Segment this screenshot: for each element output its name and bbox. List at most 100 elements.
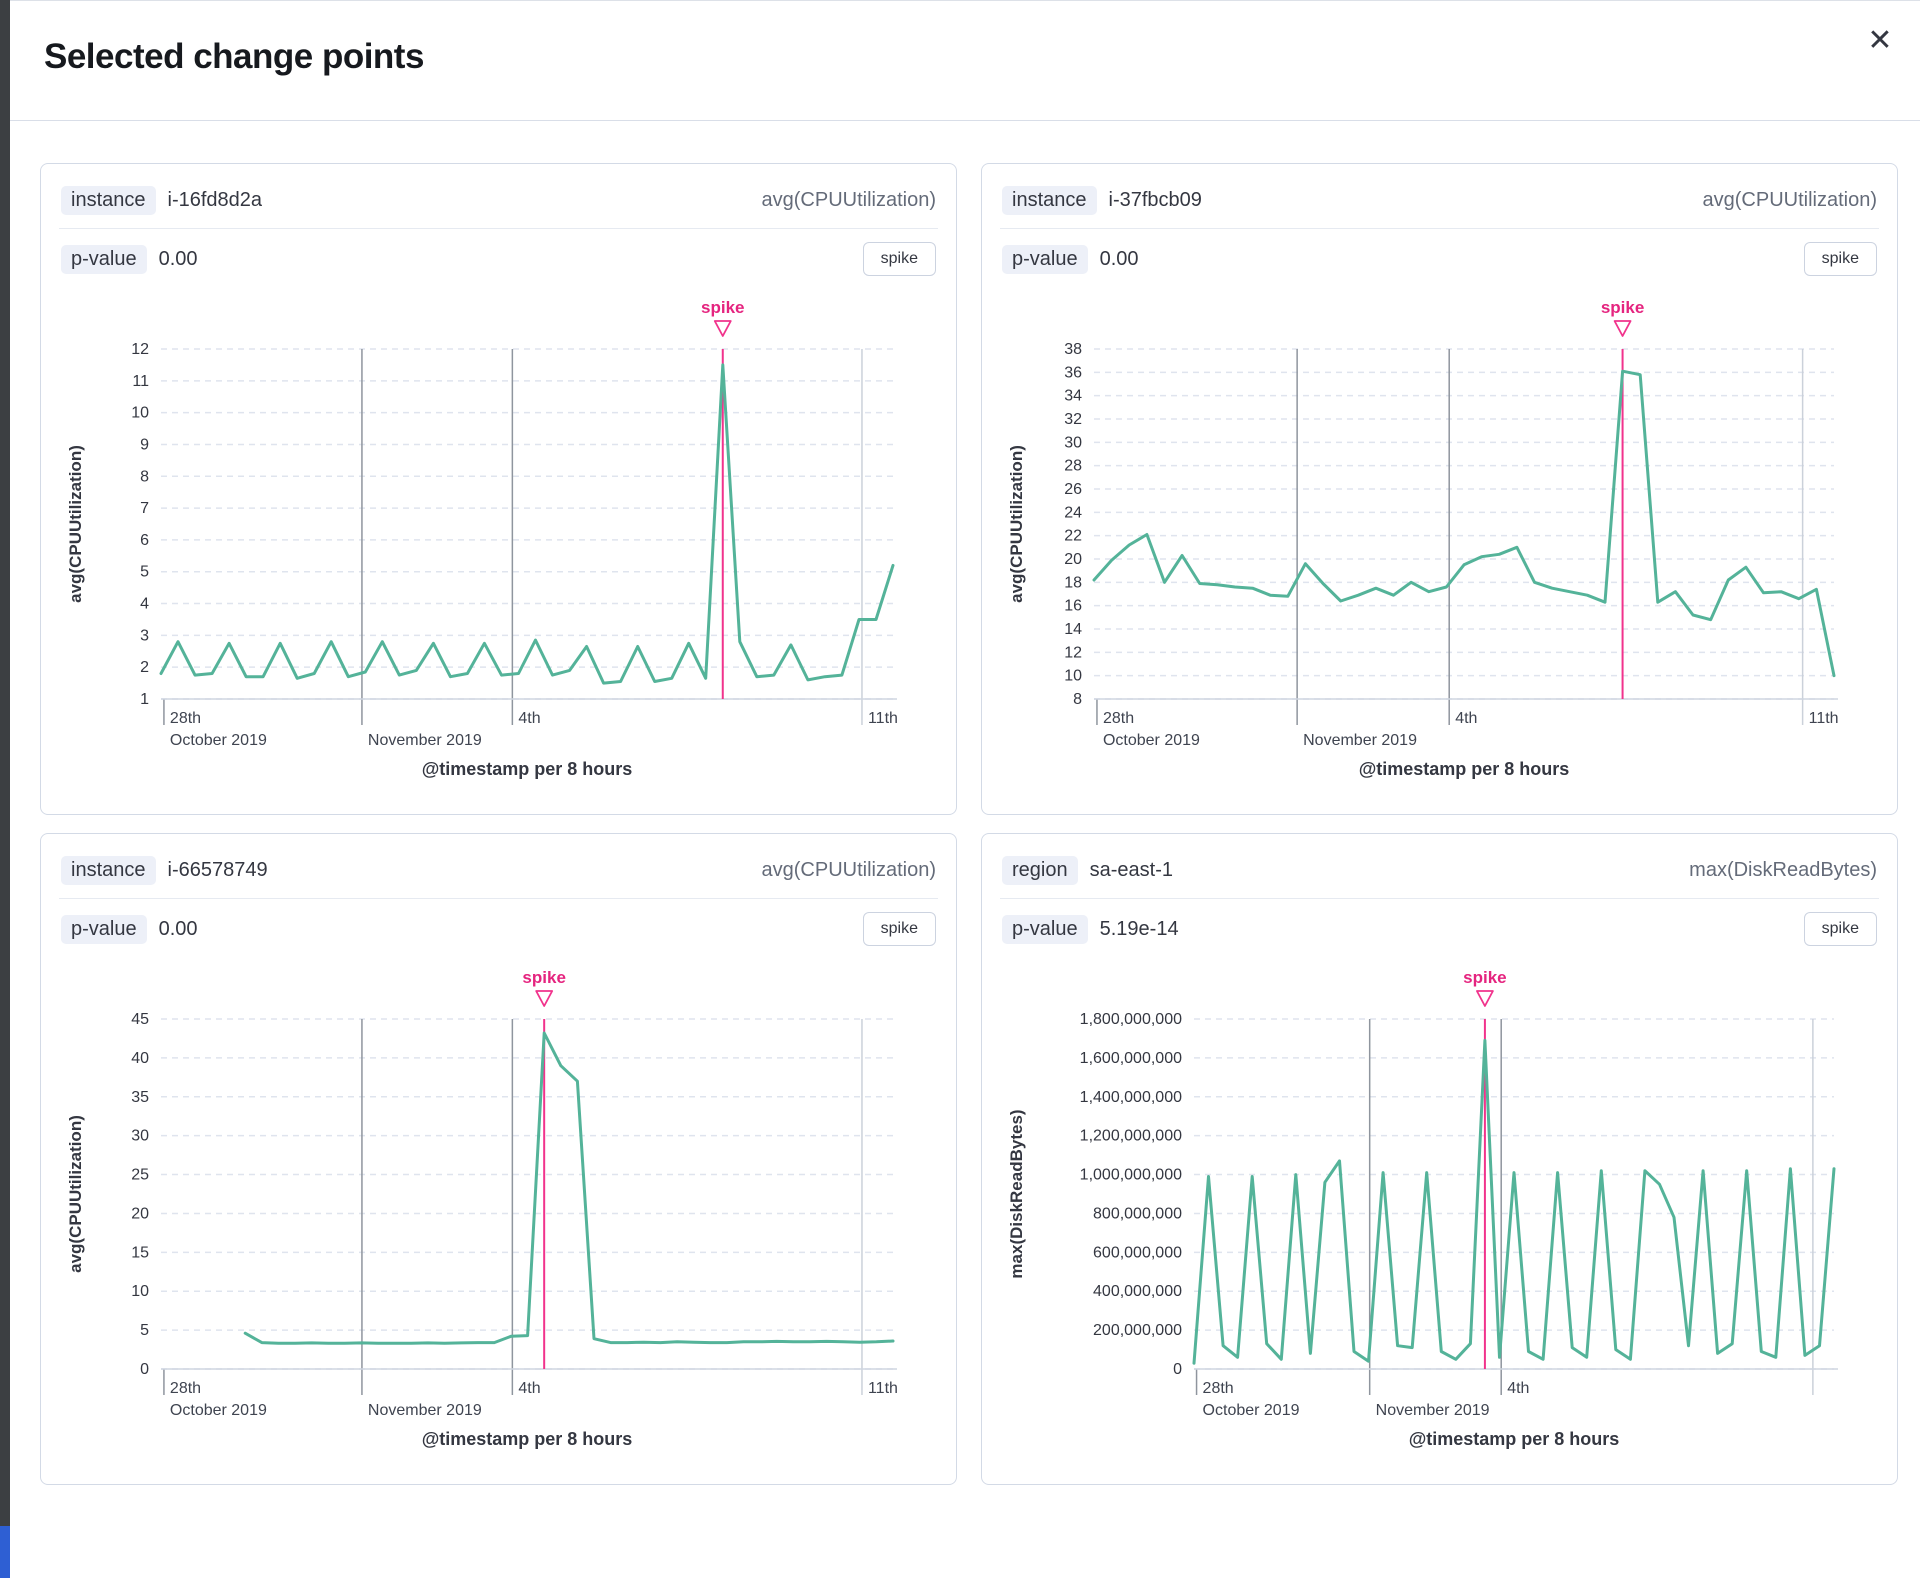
svg-text:25: 25 (131, 1167, 149, 1184)
svg-text:28th: 28th (170, 1380, 201, 1397)
p-value-badge: p-value (61, 244, 147, 274)
p-value: 0.00 (158, 917, 198, 940)
svg-text:1,600,000,000: 1,600,000,000 (1080, 1050, 1182, 1067)
svg-text:200,000,000: 200,000,000 (1093, 1322, 1182, 1339)
change-point-panel: instance i-16fd8d2a avg(CPUUtilization) … (40, 163, 957, 815)
metric-label: avg(CPUUtilization) (1702, 188, 1878, 211)
svg-text:28th: 28th (170, 710, 201, 727)
svg-text:7: 7 (140, 500, 149, 517)
svg-text:8: 8 (140, 468, 149, 485)
svg-text:@timestamp per 8 hours: @timestamp per 8 hours (422, 1429, 633, 1449)
svg-text:600,000,000: 600,000,000 (1093, 1244, 1182, 1261)
chart: 0 5 10 15 20 25 30 35 40 45 28th October 2019 Novemb… (61, 963, 936, 1455)
chart-svg: 0 200,000,000 400,000,000 600,000,000 800,00… (1007, 968, 1838, 1449)
field-name-badge: instance (1002, 185, 1097, 215)
svg-text:11th: 11th (868, 1380, 898, 1397)
svg-text:spike: spike (701, 298, 744, 317)
svg-text:5: 5 (140, 564, 149, 581)
svg-text:4th: 4th (518, 1380, 540, 1397)
p-value-badge: p-value (1002, 914, 1088, 944)
svg-text:28: 28 (1064, 458, 1082, 475)
svg-text:36: 36 (1064, 364, 1082, 381)
svg-text:32: 32 (1064, 411, 1082, 428)
svg-text:October 2019: October 2019 (1103, 732, 1200, 749)
svg-text:October 2019: October 2019 (170, 1402, 267, 1419)
svg-text:2: 2 (140, 659, 149, 676)
svg-text:4th: 4th (1507, 1380, 1529, 1397)
divider (1000, 898, 1879, 899)
svg-text:11th: 11th (868, 710, 898, 727)
divider (59, 228, 938, 229)
svg-text:8: 8 (1073, 691, 1082, 708)
svg-text:1,000,000,000: 1,000,000,000 (1080, 1167, 1182, 1184)
svg-text:4: 4 (140, 596, 149, 613)
svg-text:12: 12 (131, 341, 149, 358)
svg-text:18: 18 (1064, 574, 1082, 591)
svg-text:20: 20 (131, 1205, 149, 1222)
field-name-badge: instance (61, 185, 156, 215)
svg-text:@timestamp per 8 hours: @timestamp per 8 hours (1409, 1429, 1620, 1449)
svg-text:0: 0 (140, 1361, 149, 1378)
chart-svg: 0 5 10 15 20 25 30 35 40 45 28th October 2019 Novemb… (66, 968, 898, 1449)
field-value: i-37fbcb09 (1108, 188, 1202, 211)
svg-text:November 2019: November 2019 (368, 1402, 482, 1419)
svg-text:October 2019: October 2019 (1203, 1402, 1300, 1419)
panels-grid: instance i-16fd8d2a avg(CPUUtilization) … (10, 121, 1920, 1485)
chart-svg: 8 10 12 14 16 18 20 22 24 26 28 30 32 34 36 38 28th Octob… (1007, 298, 1839, 779)
svg-text:November 2019: November 2019 (368, 732, 482, 749)
svg-text:1,200,000,000: 1,200,000,000 (1080, 1128, 1182, 1145)
svg-text:@timestamp per 8 hours: @timestamp per 8 hours (1359, 759, 1570, 779)
change-type-button[interactable]: spike (862, 242, 936, 276)
svg-text:10: 10 (131, 405, 149, 422)
svg-text:40: 40 (131, 1050, 149, 1067)
svg-text:28th: 28th (1203, 1380, 1234, 1397)
svg-text:35: 35 (131, 1089, 149, 1106)
change-type-button[interactable]: spike (1803, 242, 1877, 276)
field-value: i-66578749 (167, 858, 268, 881)
svg-text:November 2019: November 2019 (1303, 732, 1417, 749)
svg-text:30: 30 (131, 1128, 149, 1145)
svg-text:15: 15 (131, 1244, 149, 1261)
p-value-badge: p-value (61, 914, 147, 944)
p-value: 0.00 (1099, 247, 1139, 270)
change-point-panel: instance i-66578749 avg(CPUUtilization) … (40, 833, 957, 1485)
svg-text:@timestamp per 8 hours: @timestamp per 8 hours (422, 759, 633, 779)
svg-text:October 2019: October 2019 (170, 732, 267, 749)
metric-label: avg(CPUUtilization) (761, 188, 937, 211)
svg-text:1,400,000,000: 1,400,000,000 (1080, 1089, 1182, 1106)
svg-text:10: 10 (131, 1283, 149, 1300)
p-value-badge: p-value (1002, 244, 1088, 274)
svg-text:12: 12 (1064, 644, 1082, 661)
chart: 1 2 3 4 5 6 7 8 9 10 11 12 28th October 2019 November … (61, 293, 936, 785)
metric-label: max(DiskReadBytes) (1689, 858, 1877, 881)
svg-text:24: 24 (1064, 504, 1082, 521)
modal-header: Selected change points ✕ (10, 1, 1920, 121)
svg-text:spike: spike (1601, 298, 1644, 317)
close-icon[interactable]: ✕ (1862, 23, 1898, 59)
change-type-button[interactable]: spike (1803, 912, 1877, 946)
svg-text:11th: 11th (1809, 710, 1839, 727)
change-type-button[interactable]: spike (862, 912, 936, 946)
divider (59, 898, 938, 899)
svg-text:spike: spike (522, 968, 565, 987)
svg-text:max(DiskReadBytes): max(DiskReadBytes) (1007, 1109, 1026, 1278)
background-page-strip (0, 0, 10, 1578)
change-point-panel: region sa-east-1 max(DiskReadBytes) p-va… (981, 833, 1898, 1485)
svg-text:November 2019: November 2019 (1376, 1402, 1490, 1419)
change-point-panel: instance i-37fbcb09 avg(CPUUtilization) … (981, 163, 1898, 815)
svg-text:avg(CPUUtilization): avg(CPUUtilization) (1007, 445, 1026, 603)
svg-text:3: 3 (140, 627, 149, 644)
svg-text:28th: 28th (1103, 710, 1134, 727)
p-value: 0.00 (158, 247, 198, 270)
svg-text:16: 16 (1064, 598, 1082, 615)
svg-text:spike: spike (1463, 968, 1506, 987)
field-value: sa-east-1 (1089, 858, 1173, 881)
svg-text:400,000,000: 400,000,000 (1093, 1283, 1182, 1300)
svg-text:14: 14 (1064, 621, 1082, 638)
svg-text:20: 20 (1064, 551, 1082, 568)
svg-text:45: 45 (131, 1011, 149, 1028)
chart: 0 200,000,000 400,000,000 600,000,000 800,00… (1002, 963, 1877, 1455)
svg-text:4th: 4th (518, 710, 540, 727)
svg-text:10: 10 (1064, 668, 1082, 685)
